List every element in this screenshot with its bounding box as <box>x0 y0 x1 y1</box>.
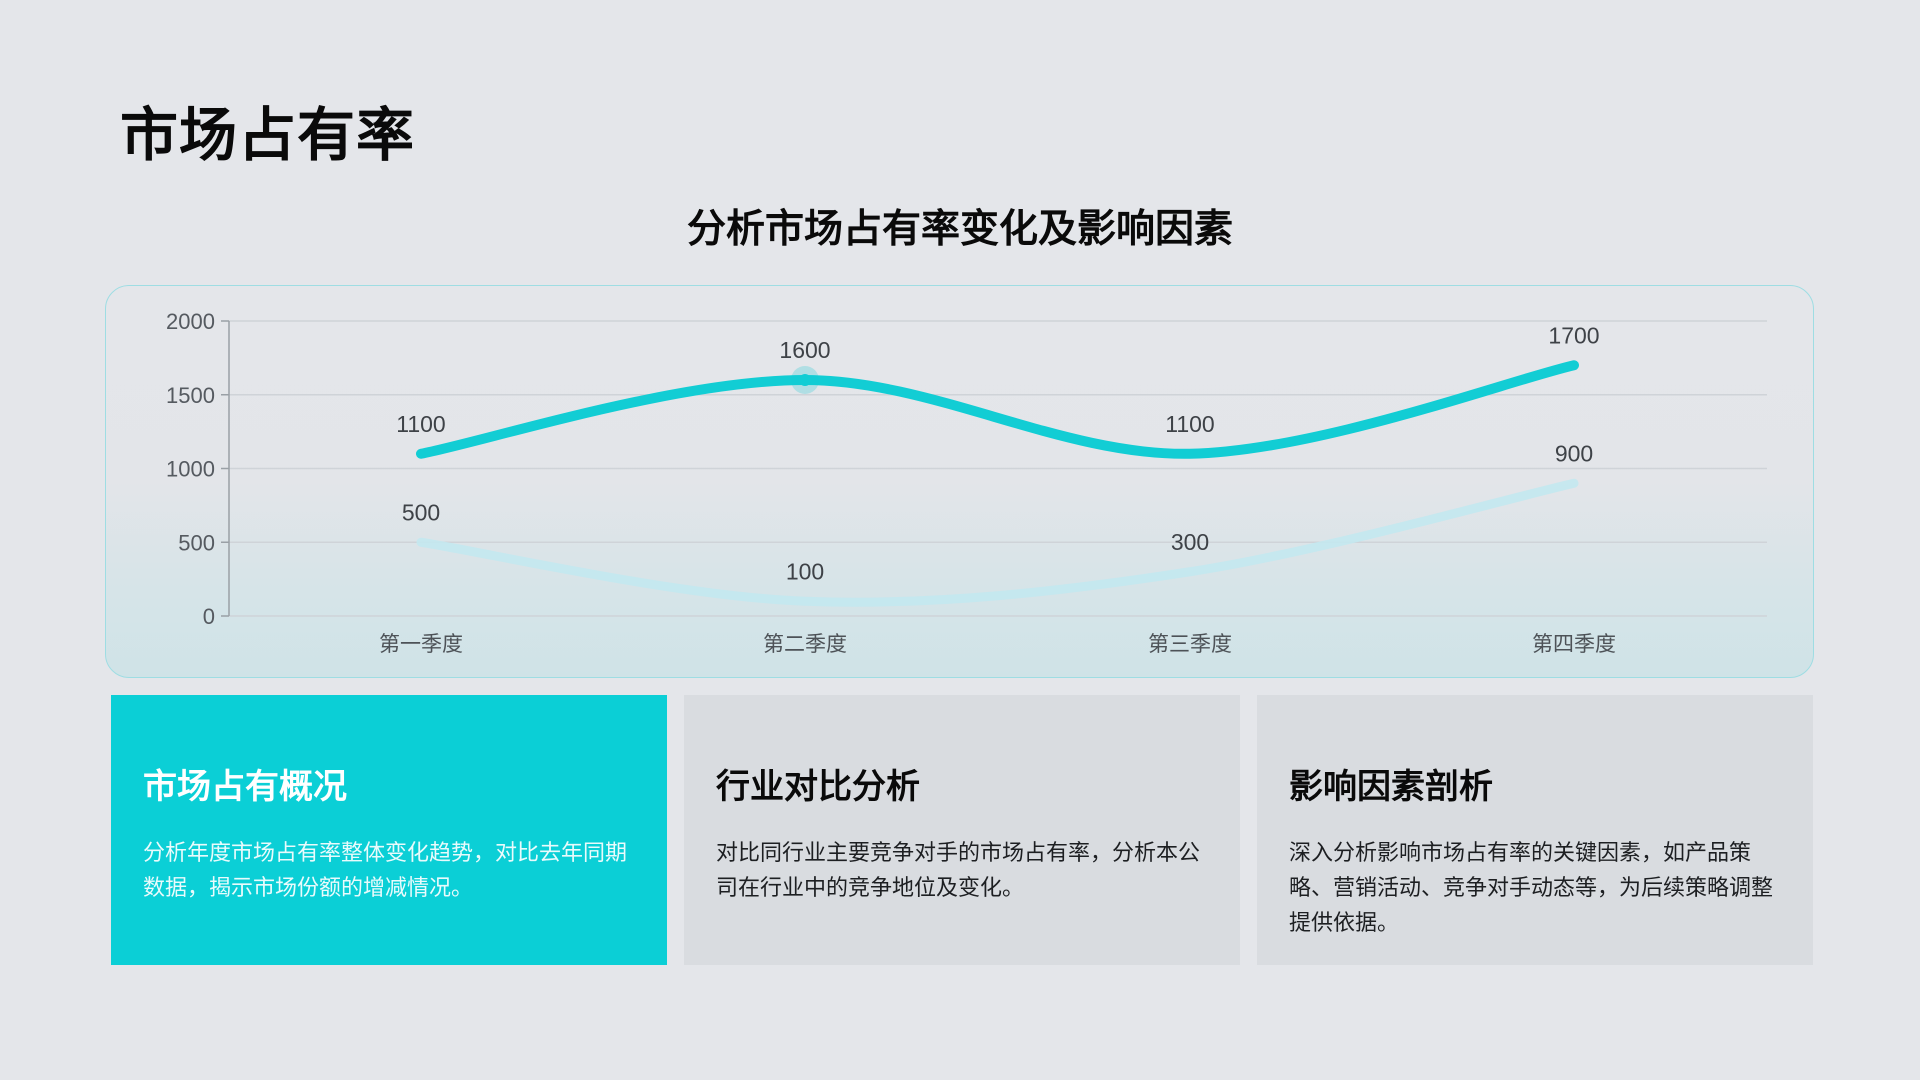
y-tick-label: 500 <box>178 530 215 555</box>
chart-panel: 0 500 1000 1500 2000 第一季度 第二季度 第三季度 第四季度 500 100 30… <box>105 285 1814 678</box>
card-title: 市场占有概况 <box>143 767 347 807</box>
card-market-overview: 市场占有概况 分析年度市场占有率整体变化趋势，对比去年同期数据，揭示市场份额的增… <box>111 695 667 965</box>
card-text: 深入分析影响市场占有率的关键因素，如产品策略、营销活动、竞争对手动态等，为后续策… <box>1289 841 1774 936</box>
data-label: 1700 <box>1548 322 1599 348</box>
data-label: 1100 <box>396 411 445 437</box>
y-tick-label: 2000 <box>166 309 215 334</box>
y-tick-label: 1000 <box>166 457 215 482</box>
y-tick-label: 1500 <box>166 383 215 408</box>
card-factor-analysis: 影响因素剖析 深入分析影响市场占有率的关键因素，如产品策略、营销活动、竞争对手动… <box>1257 695 1813 965</box>
data-label: 900 <box>1555 440 1593 466</box>
series-2-line <box>416 478 1579 607</box>
data-label: 1600 <box>779 337 830 363</box>
card-text: 分析年度市场占有率整体变化趋势，对比去年同期数据，揭示市场份额的增减情况。 <box>143 841 628 901</box>
x-category-label: 第二季度 <box>763 632 847 656</box>
y-tick-label: 0 <box>203 604 215 629</box>
line-chart: 0 500 1000 1500 2000 第一季度 第二季度 第三季度 第四季度 500 100 30… <box>166 309 1767 656</box>
data-label: 100 <box>786 558 824 584</box>
data-label: 1100 <box>1165 411 1214 437</box>
chart-subtitle: 分析市场占有率变化及影响因素 <box>686 207 1233 252</box>
x-category-label: 第四季度 <box>1532 632 1616 656</box>
series-1-line <box>416 360 1579 459</box>
x-category-label: 第一季度 <box>379 632 463 656</box>
data-label: 500 <box>402 499 440 525</box>
card-title: 影响因素剖析 <box>1289 767 1493 807</box>
x-category-label: 第三季度 <box>1148 632 1232 656</box>
data-label: 300 <box>1171 529 1209 555</box>
card-industry-comparison: 行业对比分析 对比同行业主要竞争对手的市场占有率，分析本公司在行业中的竞争地位及… <box>684 695 1240 965</box>
card-text: 对比同行业主要竞争对手的市场占有率，分析本公司在行业中的竞争地位及变化。 <box>716 841 1201 901</box>
card-title: 行业对比分析 <box>716 767 920 807</box>
page-title: 市场占有率 <box>120 101 416 169</box>
data-point-marker <box>799 374 811 386</box>
